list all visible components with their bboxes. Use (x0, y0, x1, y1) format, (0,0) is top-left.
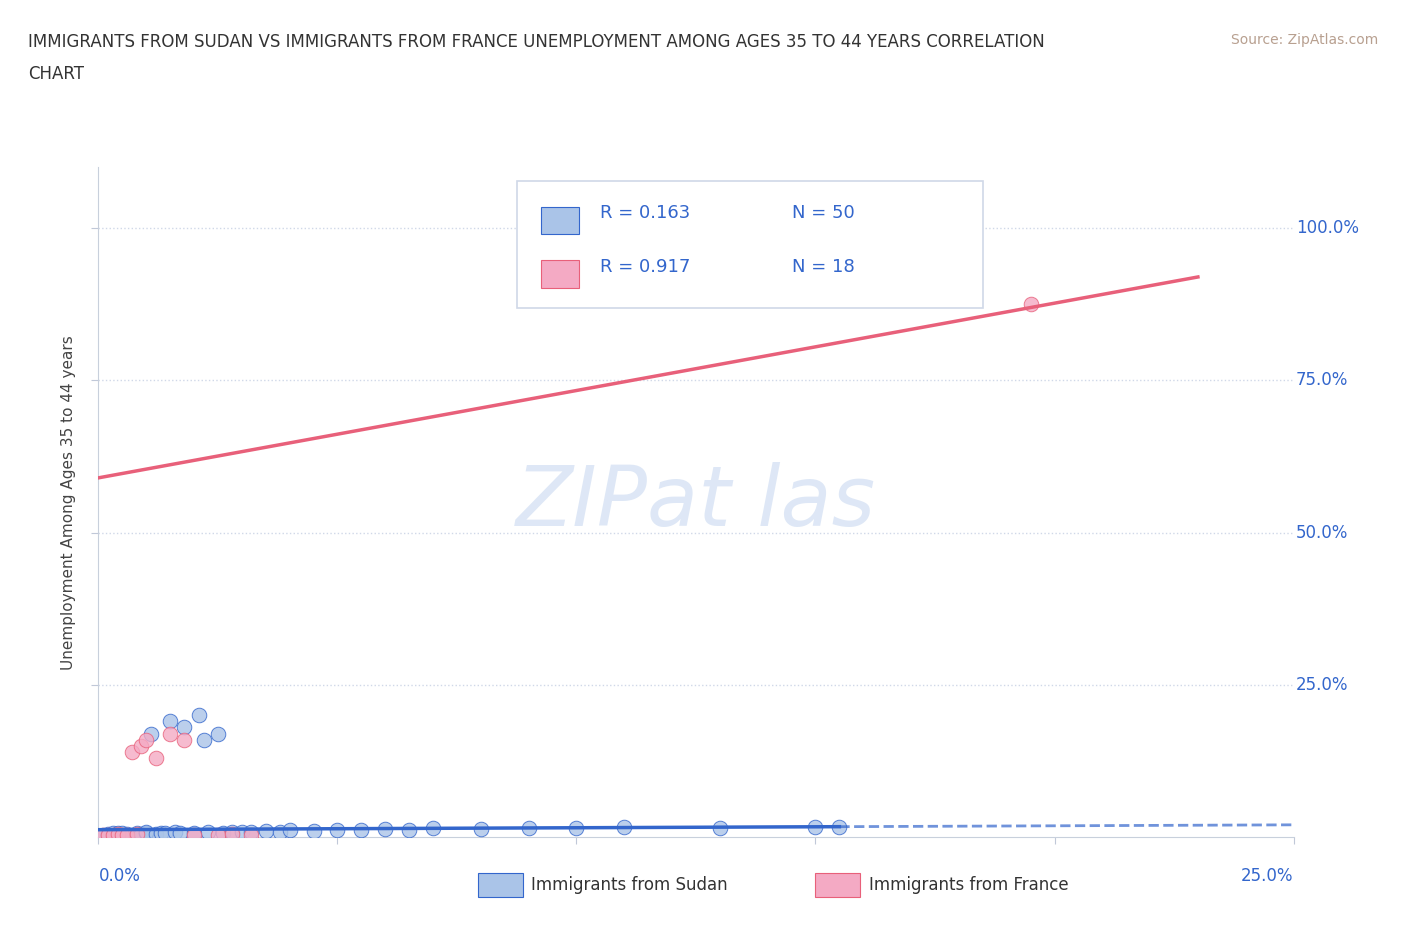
Point (1019, 297, 1042, 312)
Point (107, 825, 129, 840)
Text: IMMIGRANTS FROM SUDAN VS IMMIGRANTS FROM FRANCE UNEMPLOYMENT AMONG AGES 35 TO 44: IMMIGRANTS FROM SUDAN VS IMMIGRANTS FROM… (28, 33, 1045, 50)
Point (107, 827, 129, 842)
Point (131, 827, 153, 842)
Point (115, 827, 138, 842)
FancyBboxPatch shape (540, 260, 579, 288)
Point (350, 823, 373, 838)
Point (422, 821, 444, 836)
Text: CHART: CHART (28, 65, 84, 83)
Point (145, 751, 167, 765)
Text: 0.0%: 0.0% (98, 867, 141, 885)
Point (135, 825, 157, 840)
Point (240, 827, 263, 842)
Point (155, 825, 177, 840)
Point (221, 827, 243, 842)
Point (709, 820, 731, 835)
Point (221, 825, 243, 840)
Text: 50.0%: 50.0% (1296, 524, 1348, 541)
Point (111, 828, 134, 843)
Point (107, 828, 129, 843)
Point (91, 828, 114, 843)
Point (187, 708, 209, 723)
Point (613, 820, 636, 835)
Text: Source: ZipAtlas.com: Source: ZipAtlas.com (1230, 33, 1378, 46)
Point (111, 827, 134, 842)
Point (121, 827, 143, 842)
Point (804, 819, 827, 834)
FancyBboxPatch shape (517, 180, 983, 308)
Point (183, 825, 205, 840)
Point (240, 825, 263, 840)
Text: 25.0%: 25.0% (1296, 676, 1348, 694)
Point (159, 714, 181, 729)
Point (121, 744, 143, 759)
Point (101, 828, 124, 843)
Point (254, 823, 277, 838)
Text: R = 0.163: R = 0.163 (600, 204, 690, 222)
Point (193, 732, 215, 747)
Text: 25.0%: 25.0% (1241, 867, 1294, 885)
Text: ZIPat las: ZIPat las (516, 461, 876, 543)
Point (169, 826, 191, 841)
Point (101, 827, 124, 842)
Point (517, 820, 540, 835)
Point (149, 826, 172, 841)
Point (101, 826, 124, 841)
Point (97, 828, 120, 843)
Point (398, 822, 420, 837)
Text: N = 50: N = 50 (792, 204, 855, 222)
Point (159, 726, 181, 741)
Point (269, 824, 291, 839)
Point (139, 726, 162, 741)
Point (183, 827, 205, 842)
Point (374, 821, 396, 836)
Point (565, 821, 588, 836)
Point (135, 825, 157, 840)
Text: 75.0%: 75.0% (1296, 371, 1348, 390)
Point (125, 827, 148, 842)
Text: R = 0.917: R = 0.917 (600, 258, 690, 275)
Point (278, 823, 301, 838)
Point (326, 822, 349, 837)
Point (302, 823, 325, 838)
Point (145, 827, 167, 842)
Point (97, 827, 120, 842)
Y-axis label: Unemployment Among Ages 35 to 44 years: Unemployment Among Ages 35 to 44 years (60, 335, 76, 670)
Point (107, 827, 129, 842)
Point (125, 826, 148, 841)
Point (470, 821, 492, 836)
Point (111, 826, 134, 841)
Text: N = 18: N = 18 (792, 258, 855, 275)
Point (828, 820, 851, 835)
Point (131, 738, 153, 753)
Point (101, 829, 124, 844)
Point (135, 732, 157, 747)
Point (97, 827, 120, 842)
Text: Immigrants from Sudan: Immigrants from Sudan (531, 876, 728, 895)
Point (115, 827, 138, 842)
Point (207, 828, 229, 843)
Point (197, 825, 219, 840)
Text: Immigrants from France: Immigrants from France (869, 876, 1069, 895)
Point (91, 827, 114, 842)
Point (231, 824, 253, 839)
Text: 100.0%: 100.0% (1296, 219, 1360, 237)
Point (173, 720, 195, 735)
FancyBboxPatch shape (540, 206, 579, 234)
Point (173, 732, 195, 747)
Point (163, 825, 186, 840)
Point (207, 726, 229, 741)
Point (211, 825, 233, 840)
